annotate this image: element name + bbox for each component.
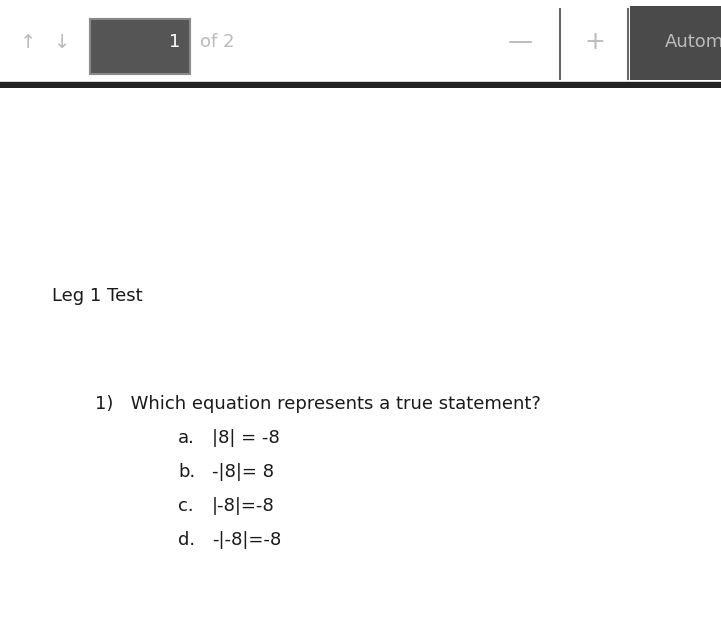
- Text: -|8|= 8: -|8|= 8: [212, 463, 274, 481]
- Text: ↓: ↓: [54, 33, 70, 52]
- Text: -|-8|=-8: -|-8|=-8: [212, 531, 281, 549]
- Text: a.: a.: [178, 429, 195, 447]
- Text: Automa: Automa: [665, 33, 721, 51]
- Text: b.: b.: [178, 463, 195, 481]
- Text: of 2: of 2: [200, 33, 234, 51]
- Text: |-8|=-8: |-8|=-8: [212, 497, 275, 515]
- Text: d.: d.: [178, 531, 195, 549]
- Text: 1: 1: [169, 33, 180, 51]
- Text: 1)   Which equation represents a true statement?: 1) Which equation represents a true stat…: [95, 395, 541, 413]
- FancyBboxPatch shape: [90, 19, 190, 74]
- Text: +: +: [585, 30, 606, 54]
- Text: ↑: ↑: [19, 33, 36, 52]
- Text: Leg 1 Test: Leg 1 Test: [52, 287, 143, 305]
- Text: |8| = -8: |8| = -8: [212, 429, 280, 447]
- Text: —: —: [508, 30, 533, 54]
- Text: c.: c.: [178, 497, 194, 515]
- FancyBboxPatch shape: [630, 6, 721, 80]
